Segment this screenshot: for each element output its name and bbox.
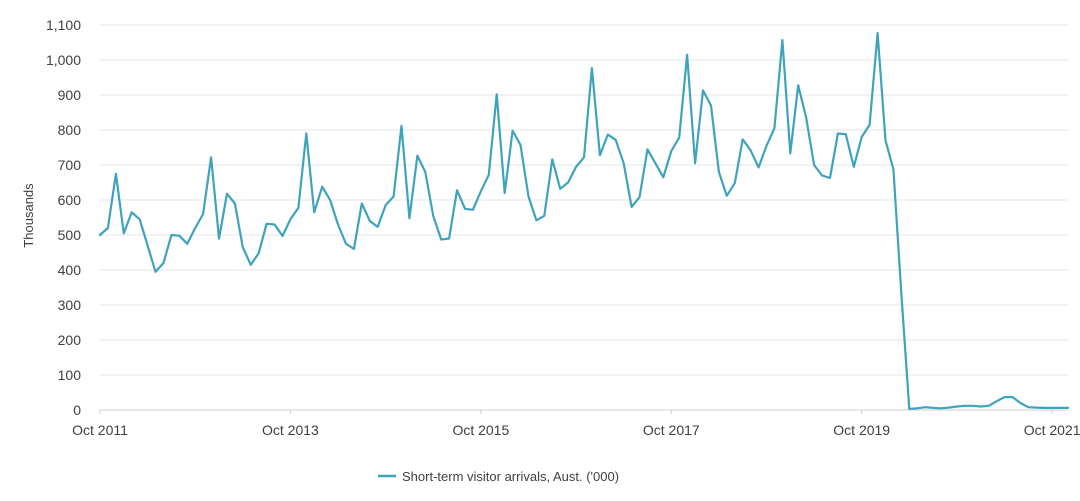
legend-label: Short-term visitor arrivals, Aust. ('000…: [402, 469, 619, 484]
x-tick-label-2011-10: Oct 2011: [72, 422, 128, 438]
y-tick-label-400: 400: [58, 262, 82, 278]
series-line-0: [98, 31, 1070, 410]
y-tick-label-1000: 1,000: [46, 52, 81, 68]
x-tick-label-2017-10: Oct 2017: [643, 422, 700, 438]
y-axis-title: Thousands: [21, 183, 36, 248]
x-tick-label-2019-10: Oct 2019: [833, 422, 890, 438]
legend[interactable]: Short-term visitor arrivals, Aust. ('000…: [378, 469, 619, 484]
x-axis-tick-labels: Oct 2011 Oct 2013 Oct 2015 Oct 2017 Oct 2019…: [72, 422, 1080, 438]
x-tick-label-2015-10: Oct 2015: [452, 422, 509, 438]
x-tick-label-2021-10: Oct 2021: [1024, 422, 1080, 438]
y-tick-label-700: 700: [58, 157, 82, 173]
y-tick-label-0: 0: [73, 402, 81, 418]
y-tick-label-800: 800: [58, 122, 82, 138]
y-tick-label-500: 500: [58, 227, 82, 243]
x-tick-label-2013-10: Oct 2013: [262, 422, 319, 438]
y-tick-label-900: 900: [58, 87, 82, 103]
y-tick-label-300: 300: [58, 297, 82, 313]
y-tick-label-600: 600: [58, 192, 82, 208]
axes: [99, 409, 1068, 414]
y-axis-tick-labels: 0 100 200 300 400 500 600 700 800 900 1,000 1,100: [46, 17, 81, 418]
y-tick-label-1100: 1,100: [46, 17, 81, 33]
y-tick-label-200: 200: [58, 332, 82, 348]
y-tick-label-100: 100: [58, 367, 82, 383]
gridlines: [100, 24, 1068, 376]
series-lines: [98, 31, 1070, 410]
